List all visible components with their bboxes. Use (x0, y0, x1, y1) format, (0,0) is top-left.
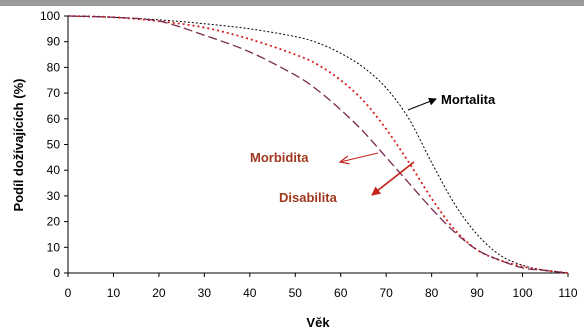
y-tick-label: 90 (47, 35, 61, 49)
x-tick-label: 70 (380, 286, 394, 300)
annotation-mortalita: Mortalita (441, 92, 496, 107)
series-line-morbidita (67, 15, 569, 274)
axes: 0 10 20 30 40 50 60 70 80 90 100 0 10 20 30 40 50 60 70 80 9… (40, 9, 578, 300)
y-tick-label: 30 (47, 189, 61, 203)
x-axis-title: Věk (306, 315, 330, 329)
x-tick-label: 50 (289, 286, 303, 300)
y-tick-label: 70 (47, 86, 61, 100)
y-tick-label: 40 (47, 163, 61, 177)
y-tick-label: 80 (47, 60, 61, 74)
x-tick-label: 90 (470, 286, 484, 300)
x-tick-label: 30 (198, 286, 212, 300)
x-tick-label: 40 (243, 286, 257, 300)
y-tick-label: 0 (53, 266, 60, 280)
x-tick-label: 10 (107, 286, 121, 300)
y-tick-label: 50 (47, 138, 61, 152)
arrow-to-morbidita (340, 152, 379, 162)
arrow-to-mortalita (407, 97, 437, 111)
x-tick-label: 110 (558, 286, 577, 300)
y-tick-label: 60 (47, 112, 61, 126)
x-tick-label: 80 (425, 286, 439, 300)
x-tick-label: 0 (65, 286, 72, 300)
y-tick-label: 20 (47, 215, 61, 229)
annotation-morbidita: Morbidita (250, 150, 309, 165)
y-axis-title: Podíl dožívajících (%) (11, 79, 26, 212)
series-layer (67, 15, 569, 274)
x-tick-label: 20 (152, 286, 166, 300)
series-line-mortalita (67, 15, 569, 274)
y-tick-label: 100 (40, 9, 60, 23)
top-bar (0, 0, 584, 6)
annotation-disabilita: Disabilita (279, 190, 338, 205)
x-tick-label: 60 (334, 286, 348, 300)
arrow-to-disabilita (371, 161, 415, 196)
series-line-disabilita (67, 15, 569, 274)
x-tick-label: 100 (513, 286, 533, 300)
y-tick-label: 10 (47, 240, 61, 254)
